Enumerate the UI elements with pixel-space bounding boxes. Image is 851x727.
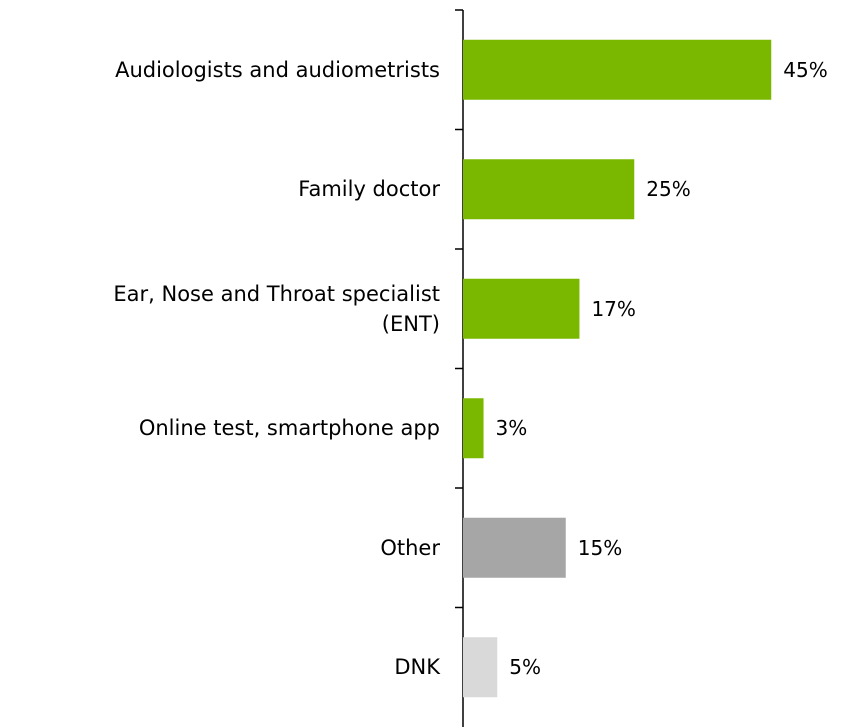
category-label: Online test, smartphone app [138,416,440,441]
value-label: 15% [577,535,623,560]
bar [463,517,566,578]
category-label: DNK [394,655,440,680]
value-label: 5% [509,655,541,680]
category-label: Audiologists and audiometrists [115,57,440,82]
value-label: 3% [495,416,528,441]
bar [463,278,580,339]
category-label: Family doctor [298,177,440,202]
bar [463,39,772,100]
bar [463,159,635,220]
value-label: 25% [646,177,691,202]
value-label: 45% [783,57,828,82]
category-label: Ear, Nose and Throat specialist (ENT) [113,281,440,336]
bar [463,398,484,459]
value-label: 17% [591,296,636,321]
category-label: Other [380,535,440,560]
bar [463,637,498,698]
